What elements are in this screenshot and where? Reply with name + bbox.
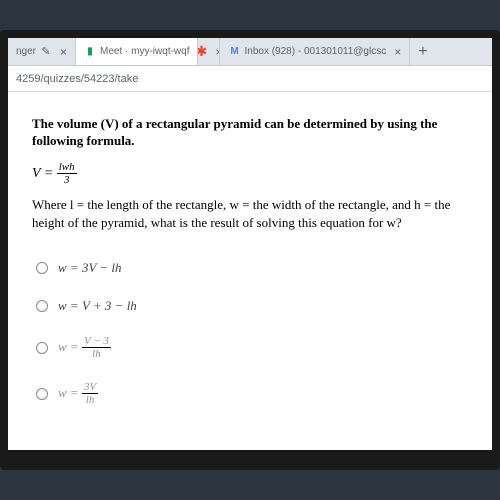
tab-meet[interactable]: ▮ Meet · myy-iwqt-wqf	[76, 38, 198, 65]
option-c[interactable]: w = V − 3 lh	[36, 336, 468, 360]
lhs: w =	[58, 385, 82, 400]
radio-icon[interactable]	[36, 262, 48, 274]
fraction: 3V lh	[82, 382, 98, 406]
radio-icon[interactable]	[36, 388, 48, 400]
formula: V = lwh 3	[32, 162, 468, 186]
answer-options: w = 3V − lh w = V + 3 − lh w = V − 3 lh	[36, 260, 468, 406]
fraction: lwh 3	[57, 162, 77, 186]
radio-icon[interactable]	[36, 300, 48, 312]
denominator: lh	[82, 348, 111, 360]
quiz-page: The volume (V) of a rectangular pyramid …	[8, 92, 492, 450]
asterisk-icon: ✱	[198, 46, 207, 58]
option-a[interactable]: w = 3V − lh	[36, 260, 468, 276]
tab-gmail[interactable]: M Inbox (928) - 001301011@glcsc ×	[220, 38, 410, 65]
formula-lhs: V =	[32, 166, 57, 181]
close-icon[interactable]: ×	[394, 45, 401, 59]
question-where: Where l = the length of the rectangle, w…	[32, 196, 468, 232]
lhs: w =	[58, 339, 82, 354]
browser-tab-strip: nger ✎ × ▮ Meet · myy-iwqt-wqf ✱ × M Inb…	[8, 38, 492, 66]
meet-icon: ▮	[84, 46, 96, 58]
gmail-icon: M	[228, 46, 240, 58]
option-label: w = V + 3 − lh	[58, 298, 137, 314]
tab-messenger[interactable]: nger ✎ ×	[8, 38, 76, 65]
numerator: lwh	[57, 162, 77, 174]
tab-label: Inbox (928) - 001301011@glcsc	[244, 46, 386, 57]
option-b[interactable]: w = V + 3 − lh	[36, 298, 468, 314]
denominator: lh	[82, 394, 98, 406]
option-d[interactable]: w = 3V lh	[36, 382, 468, 406]
numerator: 3V	[82, 382, 98, 394]
denominator: 3	[57, 174, 77, 186]
question-block: The volume (V) of a rectangular pyramid …	[32, 116, 468, 406]
radio-icon[interactable]	[36, 342, 48, 354]
tab-label: Meet · myy-iwqt-wqf	[100, 46, 189, 57]
numerator: V − 3	[82, 336, 111, 348]
option-label: w = 3V lh	[58, 382, 98, 406]
address-bar[interactable]: 4259/quizzes/54223/take	[8, 66, 492, 92]
new-tab-button[interactable]: +	[410, 43, 435, 61]
pencil-icon: ✎	[40, 46, 52, 58]
fraction: V − 3 lh	[82, 336, 111, 360]
url-text: 4259/quizzes/54223/take	[16, 73, 138, 85]
option-label: w = 3V − lh	[58, 260, 122, 276]
laptop-screen: nger ✎ × ▮ Meet · myy-iwqt-wqf ✱ × M Inb…	[0, 30, 500, 470]
option-label: w = V − 3 lh	[58, 336, 111, 360]
tab-unknown[interactable]: ✱ ×	[198, 38, 220, 65]
question-title: The volume (V) of a rectangular pyramid …	[32, 116, 468, 150]
tab-label: nger	[16, 46, 36, 57]
close-icon[interactable]: ×	[60, 45, 67, 59]
